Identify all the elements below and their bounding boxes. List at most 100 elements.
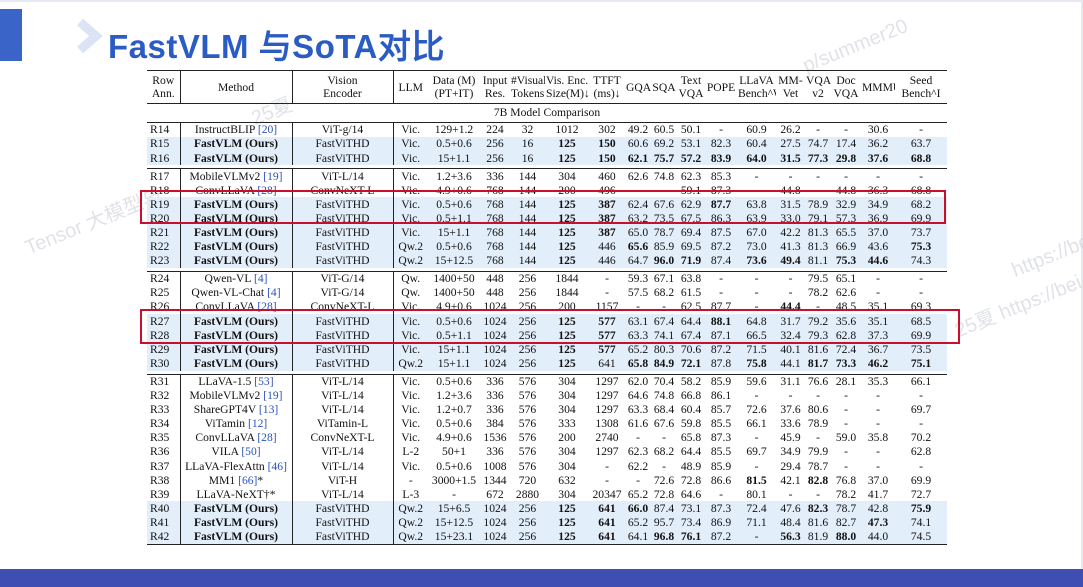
- table-cell: 85.7: [710, 403, 732, 417]
- table-cell: ViT-L/14: [292, 374, 394, 389]
- table-cell: 72.6: [653, 473, 675, 487]
- table-cell: 256: [510, 356, 545, 371]
- table-cell: 87.3: [705, 501, 737, 516]
- table-cell: Qw.2: [393, 253, 428, 268]
- table-cell: 82.3: [705, 137, 737, 152]
- table-header: Row Ann. Method Vision Encoder LLM Data (M) (PT…: [147, 70, 947, 104]
- citation-link[interactable]: [12]: [247, 417, 268, 431]
- table-cell: 641: [589, 356, 625, 371]
- column-header-line: Tokens: [511, 87, 545, 100]
- table-cell: 31.1: [780, 374, 801, 388]
- table-cell: 42.1: [780, 473, 801, 487]
- table-cell: 85.9: [651, 239, 677, 254]
- table-cell: 75.1: [895, 356, 947, 371]
- table-cell: 65.2: [625, 342, 651, 357]
- citation-link[interactable]: [66]: [238, 473, 258, 487]
- table-cell: 68.2: [653, 445, 675, 459]
- column-header-line: (ms)↓: [593, 87, 621, 100]
- table-cell: 336: [486, 403, 504, 417]
- column-header: Text VQA: [677, 70, 705, 104]
- table-cell: 67.6: [653, 417, 675, 431]
- group-separator: [147, 165, 947, 170]
- table-cell: 64.8: [737, 314, 776, 329]
- table-row: R19 FastVLM (Ours) FastViTHD Vic. 0.5+0.6 768…: [147, 197, 947, 212]
- table-row: R39 LLaVA-NeXT†* ViT-L/14 L-3 - 672 2880 304 203…: [147, 487, 947, 502]
- table-cell: 125: [545, 225, 589, 240]
- table-cell: 460: [598, 169, 616, 183]
- table-cell: -: [876, 445, 880, 459]
- table-cell: 59.6: [746, 374, 767, 388]
- table-cell: 65.6: [625, 239, 651, 254]
- table-cell: 144: [510, 197, 545, 212]
- table-cell: -: [605, 272, 609, 286]
- citation-link[interactable]: [19]: [263, 389, 283, 403]
- table-cell: 256: [510, 328, 545, 343]
- table-cell: FastVLM (Ours): [179, 515, 293, 530]
- column-header-line: Encoder: [323, 87, 362, 100]
- table-cell: 77.3: [805, 151, 831, 166]
- table-row: R22 FastVLM (Ours) FastViTHD Qw.2 0.5+0.6 768…: [147, 239, 947, 254]
- table-cell: -: [876, 272, 880, 286]
- column-header: Data (M) (PT+IT): [428, 70, 480, 104]
- table-row: R35 ConvLLaVA [28] ConvNeXT-L Vic. 4.9+0.6 15…: [147, 430, 947, 446]
- table-cell: 66.0: [625, 501, 651, 516]
- column-header-line: LLM: [398, 80, 423, 94]
- table-cell: -: [788, 272, 793, 286]
- table-cell: 43.6: [861, 239, 895, 254]
- citation-link[interactable]: [50]: [241, 445, 261, 459]
- table-cell: 60.4: [680, 403, 702, 417]
- table-cell: R23: [147, 253, 180, 268]
- table-cell: Vic.: [393, 151, 428, 166]
- table-cell: 78.9: [807, 417, 829, 431]
- table-cell: 256: [510, 342, 545, 357]
- table-cell: Vic.: [393, 314, 428, 329]
- table-cell: 69.2: [651, 137, 677, 152]
- table-cell: 0.5+1.1: [428, 328, 480, 343]
- table-cell: FastVLM (Ours): [179, 501, 293, 516]
- citation-link[interactable]: [4]: [267, 286, 281, 300]
- table-row: R15 FastVLM (Ours) FastViTHD Vic. 0.5+0.6 256…: [147, 137, 947, 152]
- table-cell: 41.3: [776, 239, 805, 254]
- table-row: R16 FastVLM (Ours) FastViTHD Vic. 15+1.1 256 1…: [147, 151, 947, 166]
- citation-link[interactable]: [13]: [258, 403, 279, 417]
- table-cell: 84.9: [651, 356, 677, 371]
- table-cell: 66.1: [746, 417, 767, 431]
- table-cell: FastVLM (Ours): [179, 314, 293, 329]
- table-cell: 65.2: [627, 487, 649, 501]
- citation-link[interactable]: [28]: [257, 431, 277, 445]
- citation-link[interactable]: [19]: [263, 169, 283, 183]
- citation-link[interactable]: [53]: [254, 374, 274, 388]
- table-cell: 78.2: [835, 487, 857, 501]
- table-cell: 0.5+0.6: [436, 374, 472, 388]
- table-cell: 144: [510, 239, 545, 254]
- section-title: 7B Model Comparison: [147, 103, 947, 123]
- table-cell: Vic.: [401, 123, 421, 137]
- table-cell: FastVLM (Ours): [179, 342, 293, 357]
- separator-cell: [147, 165, 947, 170]
- table-cell: 387: [589, 197, 625, 212]
- citation-link[interactable]: [4]: [253, 272, 268, 286]
- table-cell: MobileVLMv2 [19]: [179, 388, 293, 403]
- table-cell: 78.7: [651, 225, 677, 240]
- table-cell: 62.0: [627, 374, 649, 388]
- table-cell: R27: [147, 314, 180, 329]
- table-cell: R21: [147, 225, 180, 240]
- table-cell: FastViTHD: [292, 137, 394, 152]
- table-row: R21 FastVLM (Ours) FastViTHD Vic. 15+1.1 768 1…: [147, 225, 947, 240]
- table-cell: 62.6: [627, 169, 649, 183]
- citation-link[interactable]: [20]: [257, 123, 278, 137]
- table-cell: 0.5+0.6: [436, 459, 472, 473]
- table-cell: 304: [558, 445, 576, 459]
- table-cell: 72.6: [746, 403, 767, 417]
- table-cell: 62.3: [627, 445, 649, 459]
- table-row: R40 FastVLM (Ours) FastViTHD Qw.2 15+6.5 1024…: [147, 501, 947, 516]
- citation-link[interactable]: [46]: [267, 459, 287, 473]
- table-cell: -: [876, 169, 880, 183]
- table-cell: R35: [150, 431, 170, 445]
- group-separator: [147, 267, 947, 272]
- table-cell: 53.1: [677, 137, 705, 152]
- table-cell: 632: [558, 473, 576, 487]
- table-body: 7B Model Comparison R14 InstructBLIP [20] V…: [147, 103, 947, 545]
- table-cell: R30: [147, 356, 180, 371]
- table-cell: -: [876, 389, 880, 403]
